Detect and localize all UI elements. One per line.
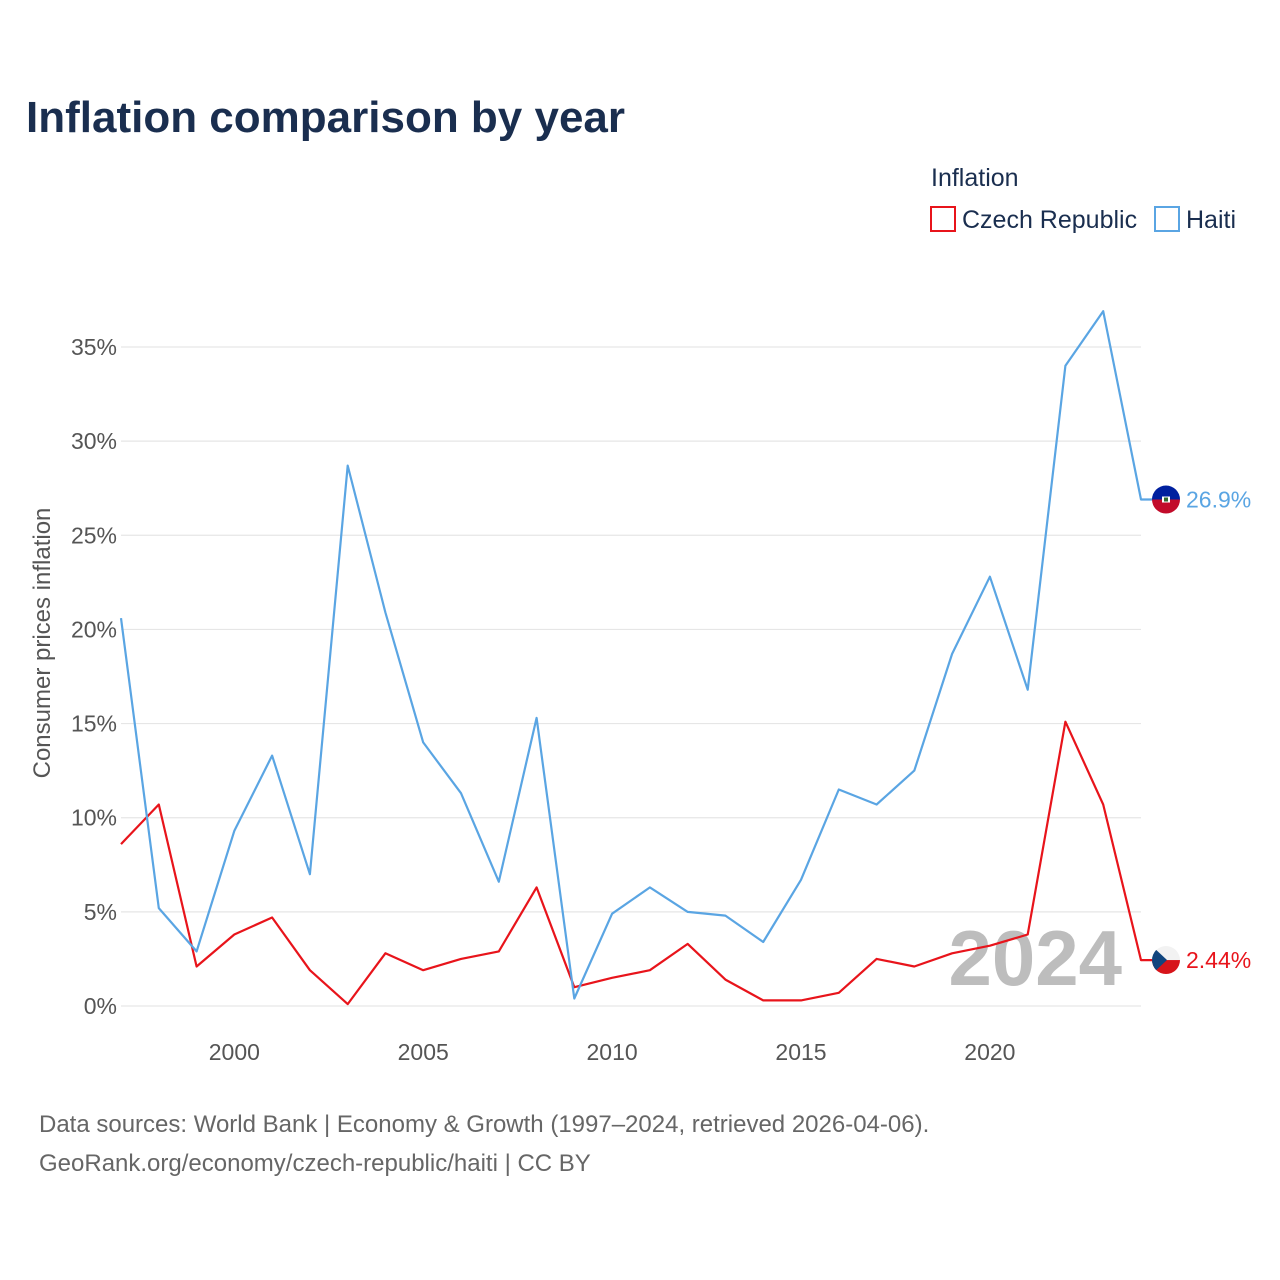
- legend-label: Haiti: [1186, 206, 1236, 234]
- source-line-1: Data sources: World Bank | Economy & Gro…: [39, 1111, 929, 1138]
- x-tick-label: 2010: [587, 1039, 638, 1065]
- legend-swatch: [1154, 206, 1180, 232]
- y-tick-label: 35%: [71, 334, 117, 360]
- czech-flag-icon: [1152, 946, 1180, 975]
- series-line-haiti: [119, 310, 1153, 1000]
- year-watermark: 2024: [948, 914, 1122, 1002]
- x-tick-label: 2015: [775, 1039, 826, 1065]
- series-end-labels: 2.44% 26.9%: [1152, 485, 1251, 975]
- y-tick-label: 5%: [84, 899, 117, 925]
- y-axis-ticks: 0% 5% 10% 15% 20% 25% 30% 35%: [71, 334, 117, 1019]
- y-axis-label: Consumer prices inflation: [29, 508, 56, 779]
- gridlines: [121, 346, 1141, 1007]
- legend-item-czech-republic[interactable]: Czech Republic: [930, 206, 1137, 234]
- source-line-2[interactable]: GeoRank.org/economy/czech-republic/haiti…: [39, 1150, 591, 1177]
- end-value-label: 2.44%: [1186, 947, 1251, 973]
- chart-title: Inflation comparison by year: [26, 93, 625, 142]
- end-value-label: 26.9%: [1186, 487, 1251, 513]
- y-tick-label: 30%: [71, 428, 117, 454]
- legend-label: Czech Republic: [962, 206, 1137, 234]
- y-tick-label: 25%: [71, 522, 117, 548]
- series-line-czech-republic: [120, 720, 1153, 1006]
- legend-swatch: [930, 206, 956, 232]
- y-tick-label: 10%: [71, 805, 117, 831]
- y-tick-label: 20%: [71, 616, 117, 642]
- x-axis-ticks: 2000 2005 2010 2015 2020: [209, 1039, 1016, 1065]
- x-tick-label: 2000: [209, 1039, 260, 1065]
- x-tick-label: 2020: [964, 1039, 1015, 1065]
- y-tick-label: 0%: [84, 993, 117, 1019]
- y-tick-label: 15%: [71, 711, 117, 737]
- legend-title: Inflation: [931, 164, 1019, 192]
- haiti-flag-icon: [1152, 485, 1180, 514]
- legend[interactable]: Czech Republic Haiti: [930, 206, 1236, 234]
- legend-item-haiti[interactable]: Haiti: [1154, 206, 1236, 234]
- x-tick-label: 2005: [398, 1039, 449, 1065]
- series-lines: [119, 310, 1153, 1006]
